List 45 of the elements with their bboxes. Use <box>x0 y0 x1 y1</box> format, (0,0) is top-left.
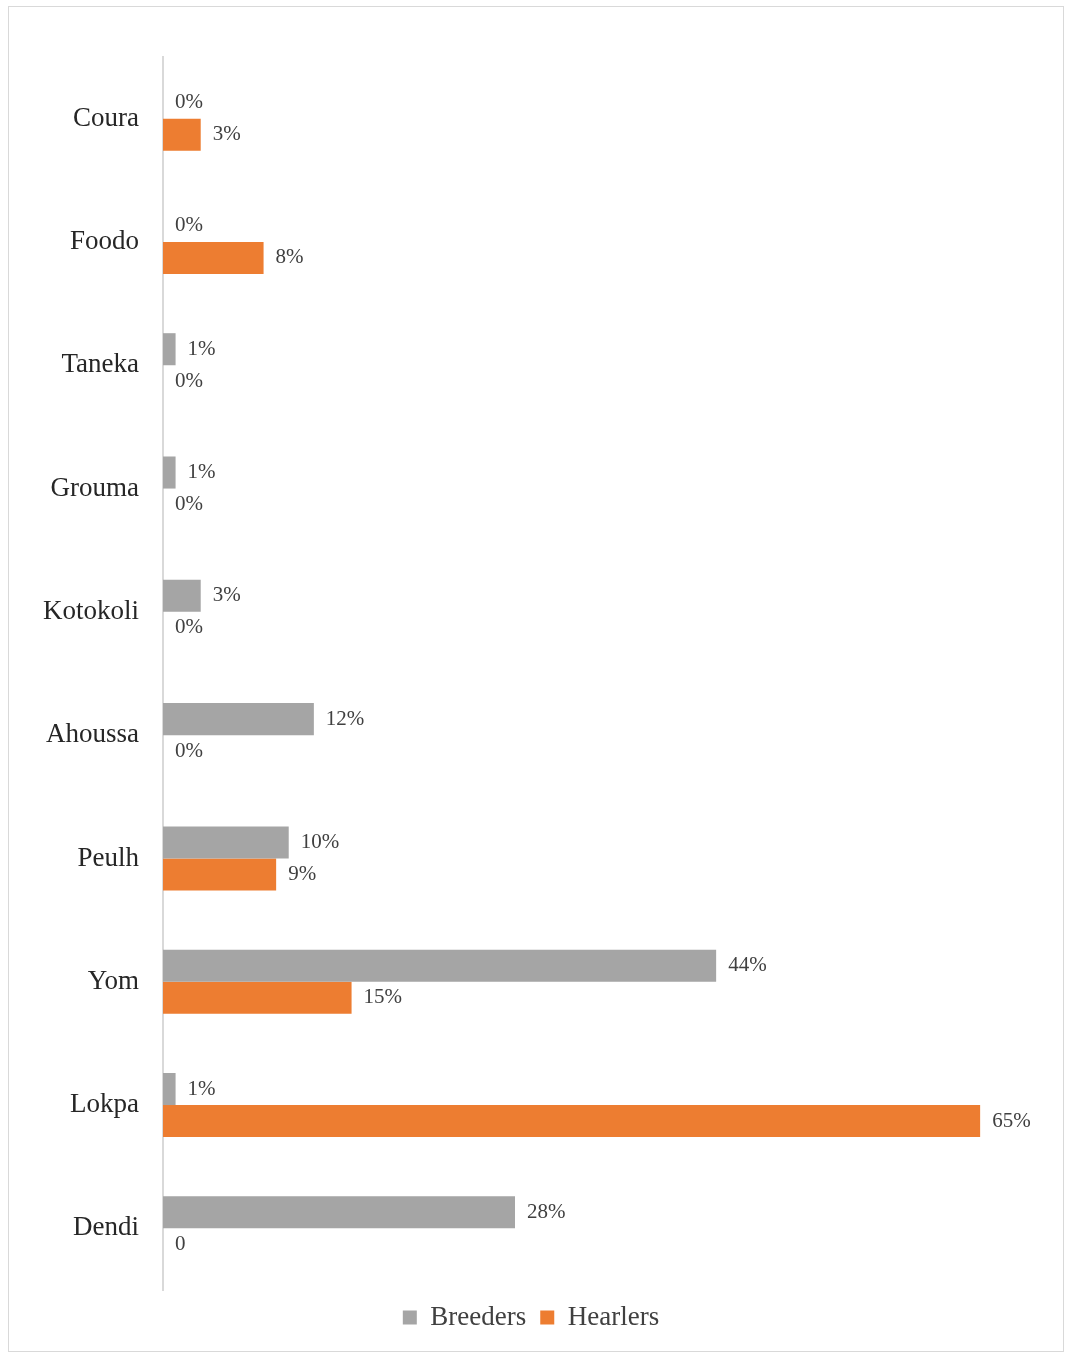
data-label: 10% <box>300 828 340 853</box>
y-tick-label: Grouma <box>50 471 140 502</box>
data-label: 0% <box>175 212 203 237</box>
bar <box>163 858 277 891</box>
bar <box>163 981 352 1014</box>
y-tick-label: Yom <box>87 964 139 995</box>
data-label: 28% <box>527 1198 566 1223</box>
bar <box>163 1105 981 1138</box>
data-label: 0% <box>175 614 203 639</box>
bar <box>163 118 201 151</box>
y-tick-label: Peulh <box>77 841 140 872</box>
data-label: 0% <box>175 491 203 516</box>
data-label: 8% <box>275 244 304 269</box>
y-tick-label: Lokpa <box>70 1088 140 1119</box>
y-tick-label: Taneka <box>61 348 140 379</box>
bar <box>163 333 176 366</box>
y-tick-label: Coura <box>73 101 140 132</box>
bar <box>163 703 314 736</box>
y-tick-label: Ahoussa <box>46 718 140 749</box>
legend-label: Breeders <box>430 1300 527 1331</box>
data-label: 65% <box>992 1107 1031 1132</box>
data-label: 3% <box>212 121 241 146</box>
bar <box>163 579 201 612</box>
bar <box>163 826 289 859</box>
bar <box>163 949 717 982</box>
data-label: 0% <box>175 367 203 392</box>
y-tick-label: Kotokoli <box>42 594 139 625</box>
data-label: 1% <box>187 459 216 484</box>
data-label: 0% <box>175 737 203 762</box>
data-label: 3% <box>212 582 241 607</box>
data-label: 0% <box>175 89 203 114</box>
bar <box>163 1072 176 1106</box>
legend-label: Hearlers <box>567 1300 660 1331</box>
bar <box>163 456 176 489</box>
data-label: 12% <box>325 705 365 730</box>
bar <box>163 241 264 275</box>
data-label: 44% <box>728 952 767 977</box>
bar <box>163 1196 515 1229</box>
data-label: 0 <box>175 1230 186 1255</box>
y-tick-label: Foodo <box>69 225 139 256</box>
data-label: 1% <box>187 1075 216 1100</box>
data-label: 9% <box>288 860 317 885</box>
y-tick-label: Dendi <box>73 1211 139 1242</box>
data-label: 15% <box>363 984 403 1009</box>
data-label: 1% <box>187 335 216 360</box>
